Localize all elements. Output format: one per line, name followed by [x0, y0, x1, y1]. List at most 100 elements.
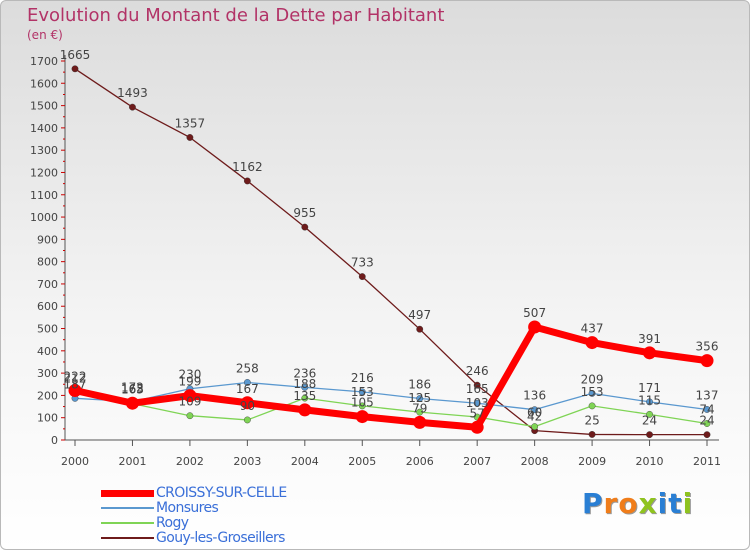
y-tick-label: 700: [37, 278, 58, 291]
data-point-monsures: [703, 406, 711, 413]
data-point-croissy-sur-celle: [125, 396, 139, 410]
data-label-croissy-sur-celle: 105: [351, 396, 374, 410]
data-point-rogy: [358, 402, 366, 410]
brand-logo-letter: i: [657, 487, 669, 520]
legend-label: Monsures: [156, 500, 219, 516]
y-tick-label: 600: [37, 300, 58, 313]
data-label-monsures: 172: [121, 381, 144, 395]
data-label-gouy-les-groseillers: 246: [466, 364, 489, 378]
data-label-rogy: 90: [240, 399, 255, 413]
x-tick-label: 2008: [521, 455, 549, 468]
data-point-gouy-les-groseillers: [473, 381, 481, 389]
chart-unit-label: (en €): [27, 28, 63, 42]
series-line-gouy-les-groseillers: [74, 68, 708, 436]
data-point-gouy-les-groseillers: [129, 103, 136, 111]
legend-swatch: [101, 489, 154, 497]
brand-logo-letter: t: [668, 487, 683, 520]
brand-logo-letter: i: [682, 487, 694, 520]
brand-logo-letter: o: [618, 487, 639, 520]
data-label-monsures: 165: [466, 382, 489, 396]
x-tick-label: 2010: [636, 455, 664, 468]
data-label-rogy: 153: [351, 385, 374, 399]
data-point-gouy-les-groseillers: [646, 431, 653, 439]
x-tick-label: 2003: [233, 455, 261, 468]
x-tick-label: 2006: [406, 455, 434, 468]
x-tick-label: 2005: [348, 455, 376, 468]
data-label-gouy-les-groseillers: 497: [408, 308, 431, 322]
data-point-croissy-sur-celle: [413, 415, 427, 429]
data-label-monsures: 137: [696, 388, 719, 402]
data-point-rogy: [588, 402, 596, 410]
brand-logo-letter: x: [638, 487, 658, 520]
data-label-croissy-sur-celle: 79: [412, 401, 427, 415]
y-tick-label: 100: [37, 412, 58, 425]
data-point-monsures: [243, 379, 251, 386]
data-point-croissy-sur-celle: [183, 389, 197, 403]
data-label-gouy-les-groseillers: 1665: [60, 48, 91, 62]
data-point-monsures: [416, 395, 424, 402]
data-label-croissy-sur-celle: 165: [121, 382, 144, 396]
data-label-gouy-les-groseillers: 1357: [175, 116, 206, 130]
x-tick-label: 2009: [578, 455, 606, 468]
data-point-croissy-sur-celle: [528, 320, 542, 334]
data-label-rogy: 153: [581, 385, 604, 399]
data-label-croissy-sur-celle: 507: [523, 306, 546, 320]
data-point-rogy: [301, 394, 309, 402]
data-point-gouy-les-groseillers: [186, 134, 194, 141]
data-label-monsures: 186: [408, 378, 431, 392]
data-point-rogy: [703, 420, 711, 427]
data-label-monsures: 209: [581, 372, 604, 386]
data-label-rogy: 115: [638, 393, 661, 407]
data-label-rogy: 109: [178, 395, 201, 409]
series-line-rogy: [74, 392, 708, 428]
y-tick-label: 500: [37, 323, 58, 336]
data-label-croissy-sur-celle: 199: [178, 375, 201, 389]
legend-label: Gouy-les-Groseillers: [156, 530, 285, 546]
legend-swatch: [101, 522, 154, 524]
brand-logo-letter: r: [603, 487, 619, 520]
data-label-rogy: 163: [121, 383, 144, 397]
data-point-monsures: [473, 399, 481, 407]
data-point-croissy-sur-celle: [68, 384, 82, 398]
x-tick-label: 2007: [463, 455, 491, 468]
y-tick-label: 300: [37, 367, 58, 380]
data-label-monsures: 230: [178, 368, 201, 382]
legend-swatch: [101, 537, 154, 539]
x-tick-label: 2004: [291, 455, 319, 468]
data-point-croissy-sur-celle: [298, 403, 312, 417]
y-tick-label: 1700: [30, 55, 58, 68]
data-point-rogy: [243, 416, 251, 424]
data-label-rogy: 125: [408, 391, 431, 405]
data-label-croissy-sur-celle: 135: [293, 389, 316, 403]
data-point-gouy-les-groseillers: [358, 273, 366, 280]
y-tick-label: 1100: [30, 189, 58, 202]
data-label-gouy-les-groseillers: 1493: [117, 86, 148, 100]
legend-label: Rogy: [156, 515, 189, 531]
data-point-croissy-sur-celle: [240, 396, 254, 410]
data-point-croissy-sur-celle: [585, 336, 599, 350]
y-tick-label: 800: [37, 256, 58, 269]
data-point-croissy-sur-celle: [470, 420, 484, 434]
data-point-gouy-les-groseillers: [71, 65, 79, 73]
data-label-monsures: 216: [351, 371, 374, 385]
chart-title: Evolution du Montant de la Dette par Hab…: [27, 5, 445, 26]
data-label-gouy-les-groseillers: 24: [642, 414, 657, 428]
data-point-croissy-sur-celle: [700, 354, 714, 368]
y-tick-label: 1300: [30, 144, 58, 157]
data-point-gouy-les-groseillers: [703, 431, 711, 439]
legend-label: CROISSY-SUR-CELLE: [156, 485, 287, 501]
series-line-croissy-sur-celle: [71, 323, 711, 431]
y-tick-label: 1500: [30, 100, 58, 113]
data-label-rogy: 60: [527, 406, 542, 420]
data-label-croissy-sur-celle: 356: [696, 340, 719, 354]
data-label-croissy-sur-celle: 437: [581, 322, 604, 336]
data-label-gouy-les-groseillers: 25: [584, 413, 599, 427]
x-tick-label: 2001: [118, 455, 146, 468]
data-label-gouy-les-groseillers: 955: [293, 206, 316, 220]
data-label-gouy-les-groseillers: 733: [351, 256, 374, 270]
data-point-gouy-les-groseillers: [243, 177, 251, 185]
x-tick-label: 2002: [176, 455, 204, 468]
data-label-croissy-sur-celle: 391: [638, 332, 661, 346]
